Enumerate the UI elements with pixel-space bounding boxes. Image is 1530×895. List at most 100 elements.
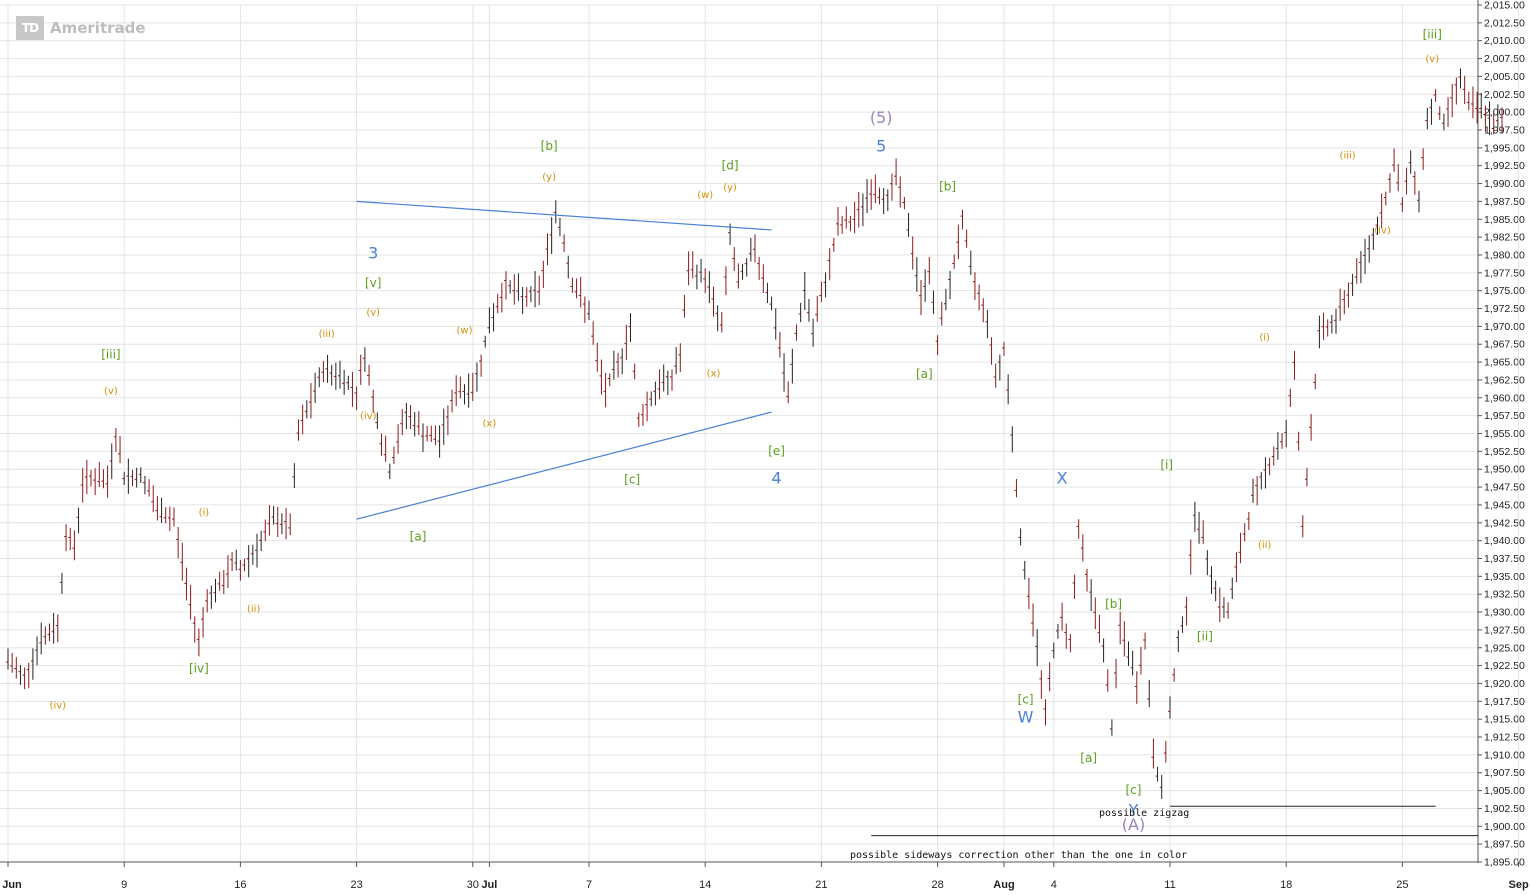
wave-label: (A) (1122, 815, 1145, 834)
wave-label: (iv) (1374, 226, 1391, 237)
x-tick-label: 4 (1051, 879, 1057, 891)
y-tick-label: 1,902.50 (1484, 803, 1525, 815)
y-tick-label: 1,910.00 (1484, 749, 1525, 761)
wave-label: (iii) (319, 329, 335, 340)
wave-label: (5) (870, 108, 893, 127)
y-tick-label: 1,932.50 (1484, 589, 1525, 601)
wave-label: [b] (541, 139, 558, 153)
y-tick-label: 1,935.00 (1484, 571, 1525, 583)
wave-label: (w) (697, 190, 713, 201)
wave-label: W (1018, 708, 1034, 727)
wave-label: [i] (1160, 458, 1173, 472)
wave-label: [b] (1105, 597, 1122, 611)
y-tick-label: 1,907.50 (1484, 767, 1525, 779)
wave-label: (ii) (1258, 540, 1271, 551)
y-tick-label: 1,940.00 (1484, 535, 1525, 547)
wave-label: [v] (365, 276, 381, 290)
wave-label: (i) (199, 508, 210, 519)
wave-label: [iii] (101, 348, 120, 362)
x-tick-label: 30 (467, 879, 479, 891)
wave-label: [a] (1080, 751, 1097, 765)
y-tick-label: 2,005.00 (1484, 71, 1525, 83)
x-tick-label: 11 (1164, 879, 1175, 891)
y-tick-label: 1,957.50 (1484, 410, 1525, 422)
x-tick-label: Aug (993, 879, 1014, 891)
wave-label: (w) (457, 326, 473, 337)
wave-label: 5 (876, 136, 886, 155)
y-tick-label: 1,962.50 (1484, 374, 1525, 386)
brand-name: Ameritrade (50, 19, 146, 37)
wave-label: (x) (483, 418, 497, 429)
wave-label: (i) (1259, 333, 1270, 344)
wave-label: (iv) (360, 411, 377, 422)
y-tick-label: 1,895.00 (1484, 857, 1525, 869)
y-tick-label: 1,985.00 (1484, 214, 1525, 226)
wave-label: (v) (104, 386, 118, 397)
y-tick-label: 1,917.50 (1484, 696, 1525, 708)
y-tick-label: 1,897.50 (1484, 839, 1525, 851)
y-tick-label: 1,937.50 (1484, 553, 1525, 565)
y-tick-label: 1,977.50 (1484, 267, 1525, 279)
y-tick-label: 1,930.00 (1484, 607, 1525, 619)
wave-label: (iii) (1340, 151, 1356, 162)
y-tick-label: 1,970.00 (1484, 321, 1525, 333)
td-ameritrade-watermark: TD Ameritrade (16, 16, 146, 40)
note-sideways-correction: possible sideways correction other than … (850, 850, 1188, 861)
y-tick-label: 1,975.00 (1484, 285, 1525, 297)
x-tick-label: 7 (586, 879, 592, 891)
y-tick-label: 2,007.50 (1484, 53, 1525, 65)
y-tick-label: 2,012.50 (1484, 17, 1525, 29)
wave-label: [b] (939, 180, 956, 194)
y-tick-label: 2,015.00 (1484, 0, 1525, 12)
y-tick-label: 1,922.50 (1484, 660, 1525, 672)
y-tick-label: 1,915.00 (1484, 714, 1525, 726)
y-tick-label: 1,912.50 (1484, 732, 1525, 744)
wave-label: (ii) (247, 604, 260, 615)
wave-label: (v) (366, 308, 380, 319)
wave-label: [c] (1018, 692, 1034, 706)
wave-label: [ii] (1197, 630, 1213, 644)
wave-label: 4 (771, 468, 781, 487)
triangle-trendline (356, 200, 772, 231)
y-tick-label: 1,967.50 (1484, 339, 1525, 351)
wave-label: [a] (916, 367, 933, 381)
y-tick-label: 1,925.00 (1484, 642, 1525, 654)
x-tick-label: 25 (1396, 879, 1408, 891)
y-tick-label: 1,992.50 (1484, 160, 1525, 172)
y-tick-label: 1,960.00 (1484, 392, 1525, 404)
y-tick-label: 1,927.50 (1484, 624, 1525, 636)
wave-label: [c] (624, 472, 640, 486)
x-tick-label: 16 (234, 879, 246, 891)
wave-label: 3 (368, 244, 378, 263)
y-tick-label: 1,965.00 (1484, 357, 1525, 369)
x-tick-label: 9 (121, 879, 127, 891)
y-tick-label: 1,997.50 (1484, 124, 1525, 136)
x-tick-label: Jul (481, 879, 497, 891)
y-tick-label: 2,010.00 (1484, 35, 1525, 47)
y-tick-label: 2,002.50 (1484, 89, 1525, 101)
wave-label: [iii] (1423, 28, 1442, 42)
y-tick-label: 1,905.00 (1484, 785, 1525, 797)
note-possible-zigzag: possible zigzag (1099, 808, 1190, 819)
y-tick-label: 1,982.50 (1484, 232, 1525, 244)
wave-label: [d] (722, 158, 739, 172)
td-logo: TD (16, 16, 44, 40)
y-tick-label: 1,995.00 (1484, 142, 1525, 154)
wave-label: X (1057, 468, 1068, 487)
y-tick-label: 1,947.50 (1484, 482, 1525, 494)
wave-label: Y (1128, 801, 1139, 820)
x-tick-label: 14 (699, 879, 711, 891)
y-tick-label: 1,942.50 (1484, 517, 1525, 529)
wave-label: [e] (768, 444, 785, 458)
wave-label: (y) (542, 172, 556, 183)
wave-label: (x) (707, 368, 721, 379)
y-tick-label: 1,950.00 (1484, 464, 1525, 476)
y-tick-label: 2,000.00 (1484, 107, 1525, 119)
y-tick-label: 1,980.00 (1484, 249, 1525, 261)
y-tick-label: 1,955.00 (1484, 428, 1525, 440)
y-tick-label: 1,920.00 (1484, 678, 1525, 690)
wave-label: [iv] (189, 662, 209, 676)
y-tick-label: 1,900.00 (1484, 821, 1525, 833)
